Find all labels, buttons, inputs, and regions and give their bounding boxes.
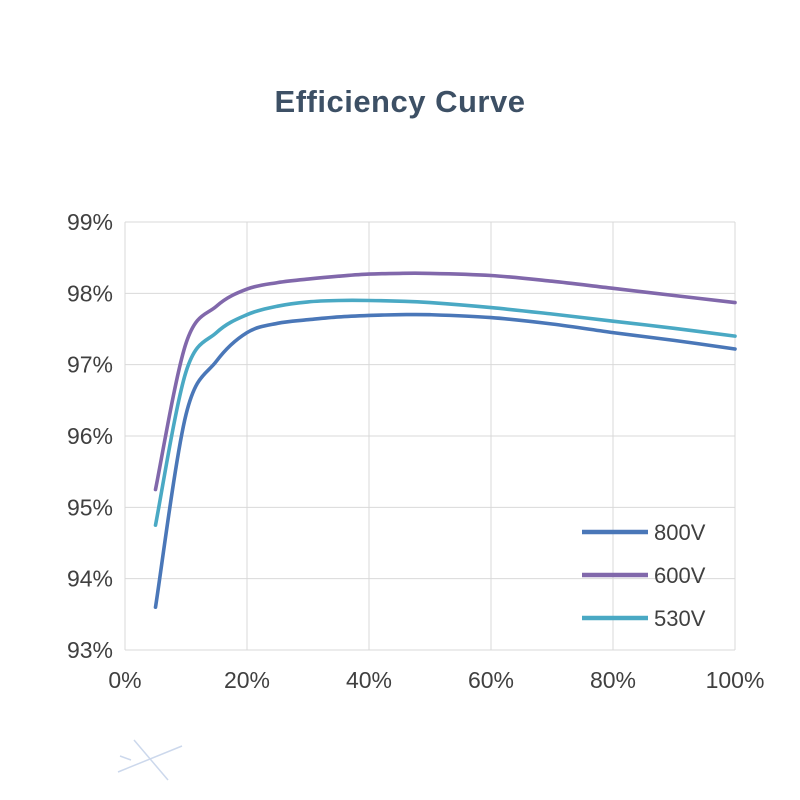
y-tick-label: 95%	[67, 494, 113, 520]
y-tick-label: 96%	[67, 423, 113, 449]
y-tick-label: 99%	[67, 209, 113, 235]
series-line-800V	[153, 312, 737, 609]
y-tick-label: 97%	[67, 352, 113, 378]
x-tick-label: 100%	[706, 667, 765, 693]
x-tick-label: 40%	[346, 667, 392, 693]
y-tick-label: 98%	[67, 280, 113, 306]
y-tick-label: 93%	[67, 637, 113, 663]
chart-title: Efficiency Curve	[274, 84, 526, 119]
legend-label-800V: 800V	[654, 520, 706, 545]
legend-label-600V: 600V	[654, 563, 706, 588]
series-line-530V	[153, 298, 737, 527]
x-tick-label: 20%	[224, 667, 270, 693]
series-line-600V	[153, 271, 737, 492]
x-tick-label: 60%	[468, 667, 514, 693]
x-tick-label: 0%	[108, 667, 141, 693]
watermark-sketch	[117, 739, 183, 781]
legend-label-530V: 530V	[654, 606, 706, 631]
x-tick-label: 80%	[590, 667, 636, 693]
y-tick-label: 94%	[67, 566, 113, 592]
